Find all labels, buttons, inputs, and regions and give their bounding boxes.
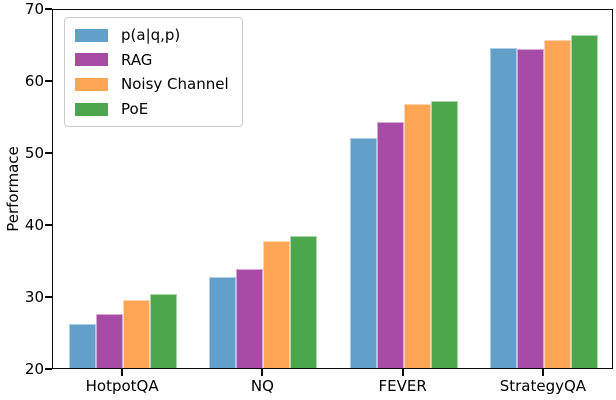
legend-item-noisy-channel: Noisy Channel <box>65 72 242 97</box>
legend-swatch-poe <box>75 102 108 116</box>
x-tick <box>541 369 544 376</box>
bar-noisy-channel-fever <box>403 103 431 368</box>
legend: p(a|q,p) RAG Noisy Channel PoE <box>64 17 243 128</box>
bar-poe-hotpotqa <box>150 293 178 368</box>
legend-swatch-rag <box>75 53 108 67</box>
bar-poe-fever <box>430 100 458 368</box>
bar-poe-strategyqa <box>570 34 598 368</box>
y-tick <box>45 368 52 370</box>
plot-area: p(a|q,p) RAG Noisy Channel PoE <box>52 9 613 369</box>
y-tick-label: 70 <box>24 0 44 18</box>
y-tick <box>45 224 52 226</box>
bar-rag-strategyqa <box>516 49 544 368</box>
y-tick <box>45 80 52 82</box>
x-tick <box>121 369 124 376</box>
y-tick <box>45 296 52 298</box>
legend-item-label: p(a|q,p) <box>121 26 181 45</box>
bar-p-a-q-p-fever <box>349 137 377 368</box>
legend-swatch-noisy-channel <box>75 77 108 91</box>
bar-rag-hotpotqa <box>96 314 124 368</box>
y-tick <box>45 152 52 154</box>
x-tick-label-hotpotqa: HotpotQA <box>85 377 159 395</box>
bar-p-a-q-p-nq <box>209 277 237 368</box>
x-tick-label-fever: FEVER <box>378 377 427 395</box>
legend-item-label: PoE <box>121 100 149 119</box>
bar-poe-nq <box>290 235 318 368</box>
bar-p-a-q-p-hotpotqa <box>69 324 97 368</box>
x-tick-label-nq: NQ <box>250 377 274 395</box>
x-tick-label-strategyqa: StrategyQA <box>499 377 587 395</box>
bar-rag-nq <box>236 268 264 368</box>
bar-noisy-channel-hotpotqa <box>123 299 151 368</box>
legend-item-rag: RAG <box>65 48 242 73</box>
legend-item-label: RAG <box>121 50 153 69</box>
bar-noisy-channel-strategyqa <box>543 39 571 368</box>
legend-item-poe: PoE <box>65 97 242 122</box>
bar-noisy-channel-nq <box>263 240 291 368</box>
y-tick-label: 20 <box>24 360 44 378</box>
legend-item-label: Noisy Channel <box>121 75 229 94</box>
bar-rag-fever <box>376 121 404 368</box>
legend-item-p-a-q-p: p(a|q,p) <box>65 23 242 48</box>
x-tick <box>261 369 264 376</box>
y-tick-label: 60 <box>24 72 44 90</box>
x-tick <box>401 369 404 376</box>
y-tick-label: 50 <box>24 144 44 162</box>
bar-p-a-q-p-strategyqa <box>489 47 517 368</box>
y-tick <box>45 8 52 10</box>
legend-swatch-p-a-q-p <box>75 28 108 42</box>
y-tick-label: 30 <box>24 288 44 306</box>
y-tick-label: 40 <box>24 216 44 234</box>
